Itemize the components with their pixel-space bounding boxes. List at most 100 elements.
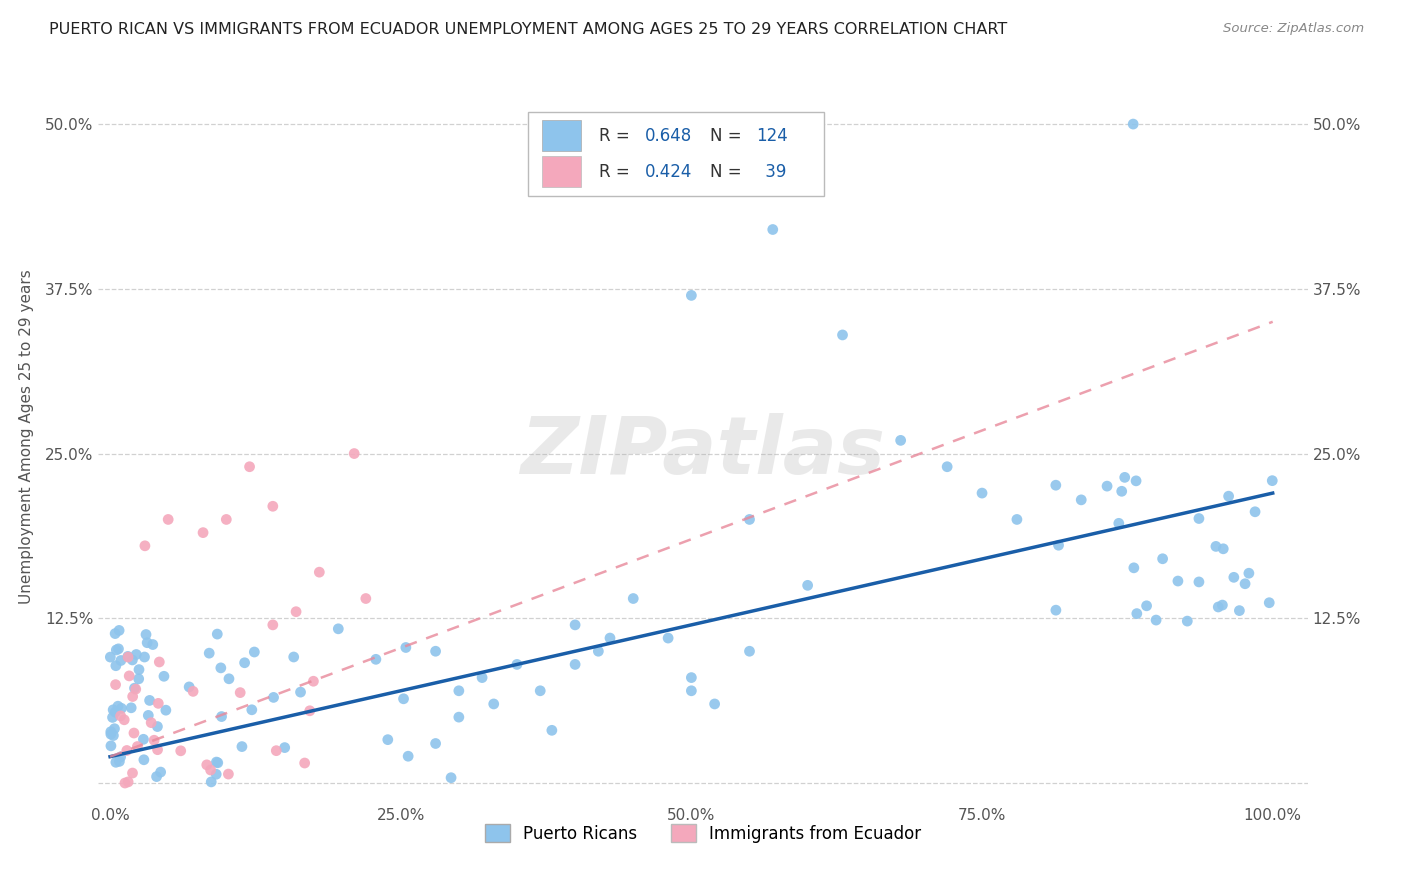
Point [229,685,252,699]
Point [1126,607,1149,621]
Point [103,729,125,743]
Point [738,512,761,526]
Point [1095,479,1118,493]
Point [703,697,725,711]
Point [308,565,330,579]
Point [262,618,284,632]
Point [425,644,447,658]
Point [273,740,295,755]
Point [831,327,853,342]
Point [110,653,132,667]
Point [1234,576,1257,591]
Point [1070,492,1092,507]
Point [191,525,214,540]
Point [100,724,122,739]
Point [657,631,679,645]
Point [148,697,170,711]
Point [149,765,172,780]
Point [170,744,193,758]
Point [1237,566,1260,581]
Point [681,683,703,698]
Point [132,753,155,767]
Point [231,739,253,754]
Point [146,742,169,756]
Point [142,638,165,652]
Point [681,288,703,302]
Point [200,763,222,777]
Point [101,703,124,717]
Point [1135,599,1157,613]
Point [128,672,150,686]
Point [110,749,132,764]
Point [298,704,321,718]
Point [124,681,146,695]
Point [217,767,239,781]
FancyBboxPatch shape [543,120,581,151]
Text: 124: 124 [756,127,787,145]
Point [112,713,135,727]
Text: N =: N = [710,162,747,180]
Point [302,674,325,689]
Point [209,661,232,675]
Point [564,618,586,632]
Text: 39: 39 [759,162,786,180]
Point [796,578,818,592]
Point [1108,516,1130,531]
Point [121,690,143,704]
Point [1258,596,1281,610]
Text: Source: ZipAtlas.com: Source: ZipAtlas.com [1223,22,1364,36]
Point [198,646,221,660]
Point [110,701,132,715]
Point [285,605,308,619]
Point [146,720,169,734]
Point [155,703,177,717]
Point [890,434,912,448]
Point [181,684,204,698]
Point [1125,474,1147,488]
Point [1045,603,1067,617]
Point [1167,574,1189,588]
Point [283,650,305,665]
Point [1152,551,1174,566]
Point [354,591,377,606]
Point [447,683,470,698]
Point [762,222,785,236]
Point [377,732,399,747]
Point [243,645,266,659]
Point [506,657,529,672]
Point [125,648,148,662]
Point [118,669,141,683]
Point [738,644,761,658]
Point [135,627,157,641]
Point [1211,598,1233,612]
Point [105,643,128,657]
Point [205,767,228,781]
Point [529,683,551,698]
Point [107,699,129,714]
Point [328,622,350,636]
Point [101,710,124,724]
Point [195,757,218,772]
Text: 0.648: 0.648 [645,127,692,145]
Point [211,709,233,723]
Point [233,656,256,670]
Point [207,627,229,641]
Point [117,775,139,789]
Point [121,766,143,780]
Point [215,512,238,526]
Point [104,705,127,719]
Point [114,776,136,790]
FancyBboxPatch shape [543,156,581,187]
Point [396,749,419,764]
Text: 0.424: 0.424 [645,162,692,180]
Point [136,636,159,650]
Point [1218,489,1240,503]
Point [263,690,285,705]
Point [117,649,139,664]
Point [1205,540,1227,554]
Point [1175,614,1198,628]
Point [290,685,312,699]
Point [266,744,288,758]
Point [1144,613,1167,627]
Point [1212,541,1234,556]
